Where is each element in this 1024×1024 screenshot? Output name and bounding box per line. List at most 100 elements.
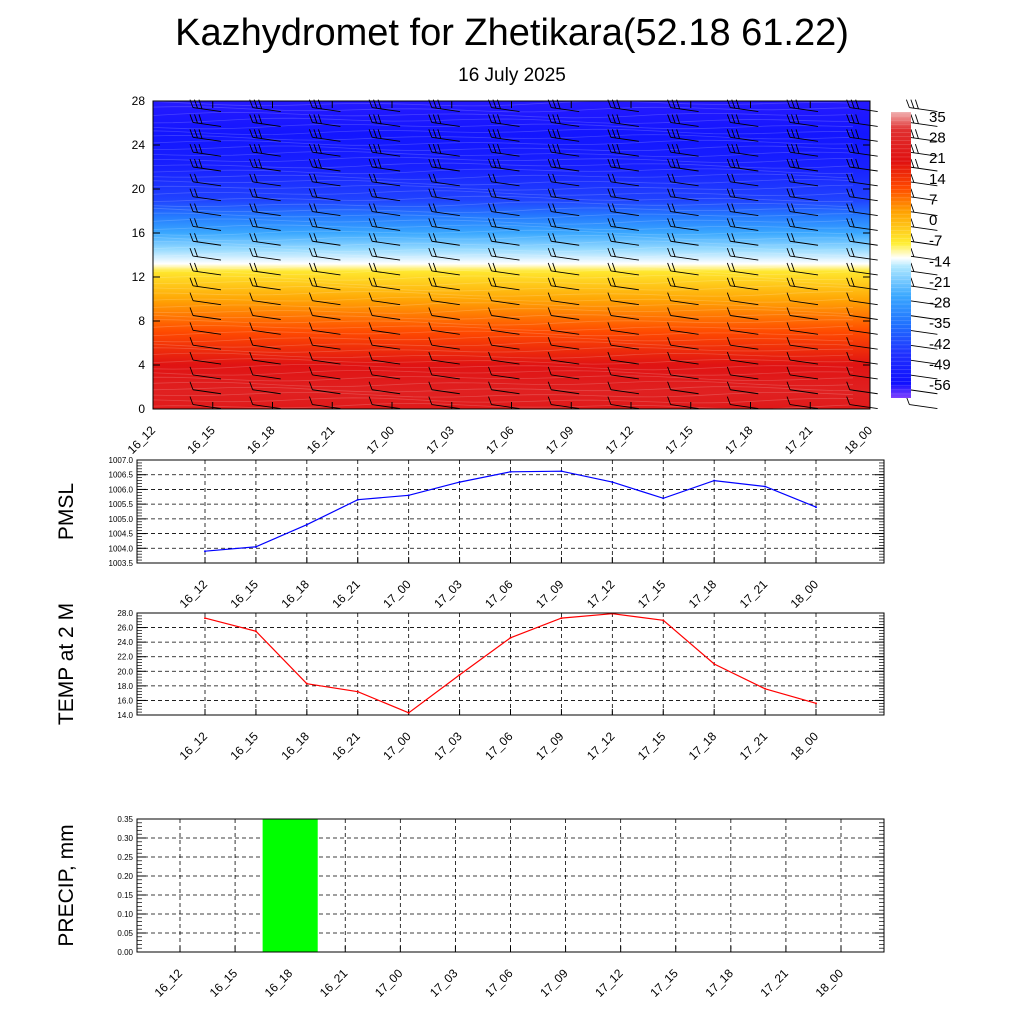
wind-barb-feather	[189, 351, 194, 361]
heatmap-x-tick-label: 17_06	[483, 423, 517, 457]
wind-barb-staff	[431, 240, 460, 246]
wind-barb	[786, 188, 819, 202]
wind-barb-staff	[849, 225, 878, 231]
y-tick-label: 1006.0	[109, 485, 134, 494]
contour-line	[152, 375, 854, 382]
wind-barb-feather	[492, 218, 497, 228]
wind-barb-staff	[789, 374, 819, 380]
wind-barb-staff	[551, 181, 580, 187]
wind-barb-feather	[910, 233, 915, 242]
wind-barb-staff	[551, 107, 580, 113]
contour-line	[152, 291, 854, 297]
wind-barb	[488, 337, 520, 350]
wind-barb-staff	[491, 329, 520, 335]
wind-barb	[249, 129, 281, 142]
wind-barb-feather	[726, 233, 731, 242]
wind-barb-staff	[252, 344, 281, 350]
wind-barb	[846, 173, 878, 187]
wind-barb	[726, 129, 759, 142]
wind-barb-staff	[610, 344, 639, 350]
wind-barb-feather	[671, 262, 676, 272]
wind-barb-feather	[488, 218, 492, 227]
wind-barb-feather	[607, 233, 612, 242]
wind-barb-feather	[910, 262, 915, 272]
wind-barb	[667, 351, 699, 365]
wind-barb-staff	[252, 240, 281, 246]
wind-barb	[368, 292, 401, 306]
wind-barb	[368, 143, 401, 157]
panel-frame	[136, 459, 885, 564]
wind-barb-feather	[313, 188, 318, 198]
wind-barb-feather	[373, 114, 378, 124]
wind-barb	[846, 292, 878, 306]
wind-barb-staff	[909, 225, 938, 231]
temperature-profile-chart: 0 4 8 12 16 20 24 28 16_12 16_15 16_18 16_21 17_00 17…	[125, 94, 951, 457]
wind-barb-staff	[252, 136, 281, 142]
wind-barb-feather	[198, 114, 203, 124]
contour-line	[152, 363, 854, 371]
wind-barb	[428, 203, 460, 216]
wind-barb	[189, 396, 222, 410]
wind-barb	[786, 366, 819, 380]
wind-barb-feather	[488, 337, 492, 346]
wind-barb	[428, 158, 460, 172]
wind-barb	[308, 188, 341, 202]
wind-barb-staff	[610, 359, 639, 365]
wind-barb	[547, 292, 580, 306]
wind-barb-feather	[547, 292, 552, 301]
wind-barb-feather	[552, 129, 557, 139]
wind-barb	[368, 173, 401, 187]
wind-barb-feather	[547, 218, 552, 227]
wind-barb-feather	[253, 173, 258, 183]
wind-barb-feather	[249, 143, 254, 153]
pmsl-point	[764, 485, 767, 488]
wind-barb-staff	[909, 136, 938, 142]
wind-barb-staff	[372, 344, 401, 350]
wind-barb	[368, 277, 401, 291]
wind-barb-feather	[437, 114, 442, 124]
wind-barb-staff	[789, 107, 819, 113]
wind-barb-feather	[731, 203, 736, 213]
wind-barb	[786, 262, 819, 276]
wind-barb-feather	[791, 188, 795, 198]
wind-barb-feather	[249, 173, 254, 183]
wind-barb-feather	[607, 218, 612, 227]
wind-barb-feather	[850, 247, 855, 257]
wind-barb-feather	[667, 366, 672, 376]
wind-barb	[308, 143, 341, 157]
x-tick-label: 17_00	[380, 729, 414, 763]
wind-barb-staff	[252, 196, 281, 202]
wind-barb-feather	[547, 247, 552, 257]
wind-barb-staff	[551, 196, 580, 202]
wind-barb-feather	[249, 351, 254, 361]
x-tick-label: 17_12	[592, 966, 626, 1000]
wind-barb	[667, 233, 699, 246]
wind-barb-feather	[313, 129, 318, 139]
wind-barb-feather	[850, 188, 855, 198]
wind-barb-staff	[730, 122, 759, 127]
wind-barb-feather	[607, 114, 612, 123]
wind-barb-feather	[786, 233, 791, 242]
wind-barb-staff	[789, 359, 819, 365]
wind-barb-feather	[914, 144, 919, 154]
x-tick-label: 16_12	[177, 577, 211, 611]
wind-barb-staff	[312, 255, 341, 261]
y-tick-label: 1005.5	[109, 500, 134, 509]
wind-barb	[726, 277, 759, 291]
wind-barb	[547, 307, 580, 320]
wind-barb-feather	[607, 292, 612, 301]
heatmap-y-tick-label: 24	[132, 138, 146, 152]
wind-barb	[249, 233, 281, 246]
wind-barb-feather	[676, 114, 681, 124]
wind-barb-feather	[492, 277, 497, 287]
wind-barb-feather	[194, 262, 198, 272]
wind-barb-feather	[667, 203, 672, 212]
wind-barb-feather	[428, 366, 433, 376]
wind-barb-feather	[308, 233, 313, 242]
wind-barb-feather	[611, 144, 616, 153]
wind-barb	[547, 129, 580, 142]
y-tick-label: 1006.5	[109, 471, 134, 480]
wind-barb-feather	[607, 129, 612, 138]
heatmap-x-tick-label: 16_15	[184, 423, 218, 457]
